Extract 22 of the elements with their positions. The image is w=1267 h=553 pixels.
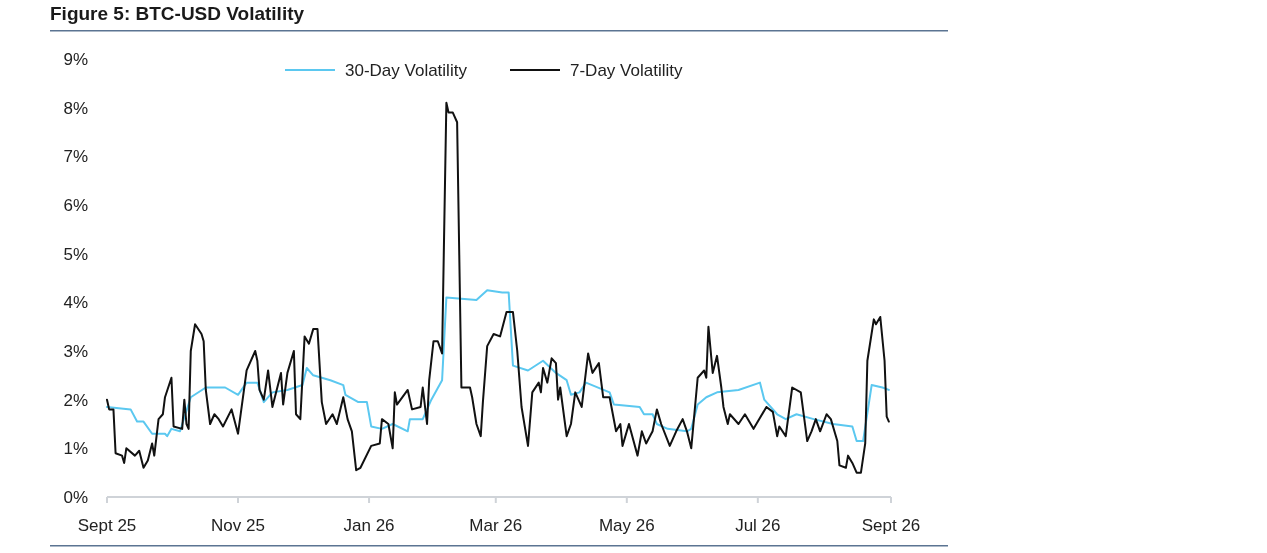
y-tick-label: 8% (63, 98, 88, 118)
y-tick-label: 7% (63, 147, 88, 167)
y-tick-label: 3% (63, 342, 88, 361)
y-tick-label: 5% (63, 244, 88, 264)
chart-title: Figure 5: BTC-USD Volatility (50, 3, 305, 24)
y-tick-label: 1% (63, 439, 88, 459)
y-tick-label: 6% (63, 196, 88, 215)
line-series (106, 289, 890, 443)
y-tick-label: 4% (63, 293, 88, 313)
x-tick-label: Sept 26 (861, 516, 921, 535)
x-tick-label: Sept 25 (77, 516, 137, 535)
x-tick-label: Mar 26 (469, 516, 523, 535)
legend-label: 30-Day Volatility (345, 61, 468, 80)
legend-label: 7-Day Volatility (570, 61, 683, 80)
x-tick-label: May 26 (598, 516, 655, 535)
x-tick-label: Jan 26 (343, 516, 395, 535)
line-series (106, 101, 890, 474)
y-tick-label: 9% (63, 50, 88, 69)
y-tick-label: 2% (63, 390, 88, 410)
y-tick-label: 0% (63, 488, 88, 507)
x-tick-label: Nov 25 (211, 516, 265, 535)
x-tick-label: Jul 26 (735, 516, 781, 535)
